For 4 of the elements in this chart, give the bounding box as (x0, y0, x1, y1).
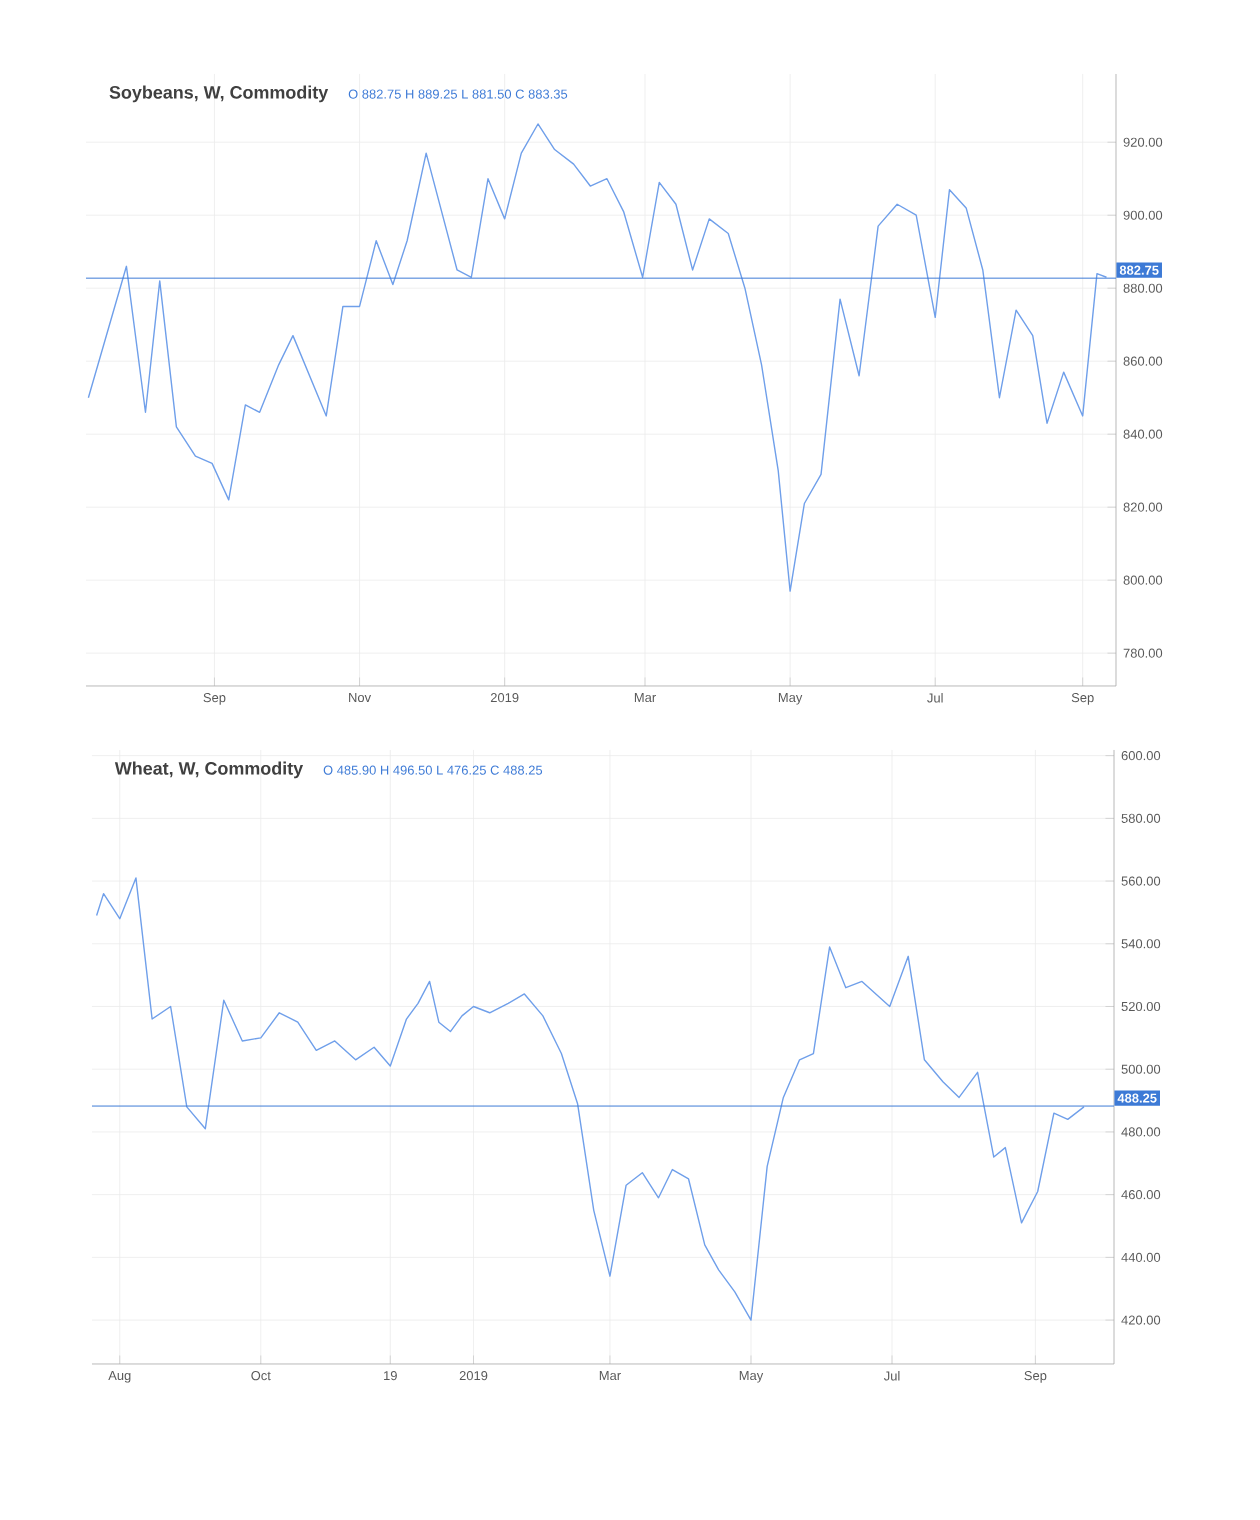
line-series (95, 877, 1085, 1321)
text: Wheat, W, Commodity (114, 761, 304, 779)
line-series (87, 123, 1108, 592)
text: Soybeans, W, Commodity (109, 85, 329, 103)
